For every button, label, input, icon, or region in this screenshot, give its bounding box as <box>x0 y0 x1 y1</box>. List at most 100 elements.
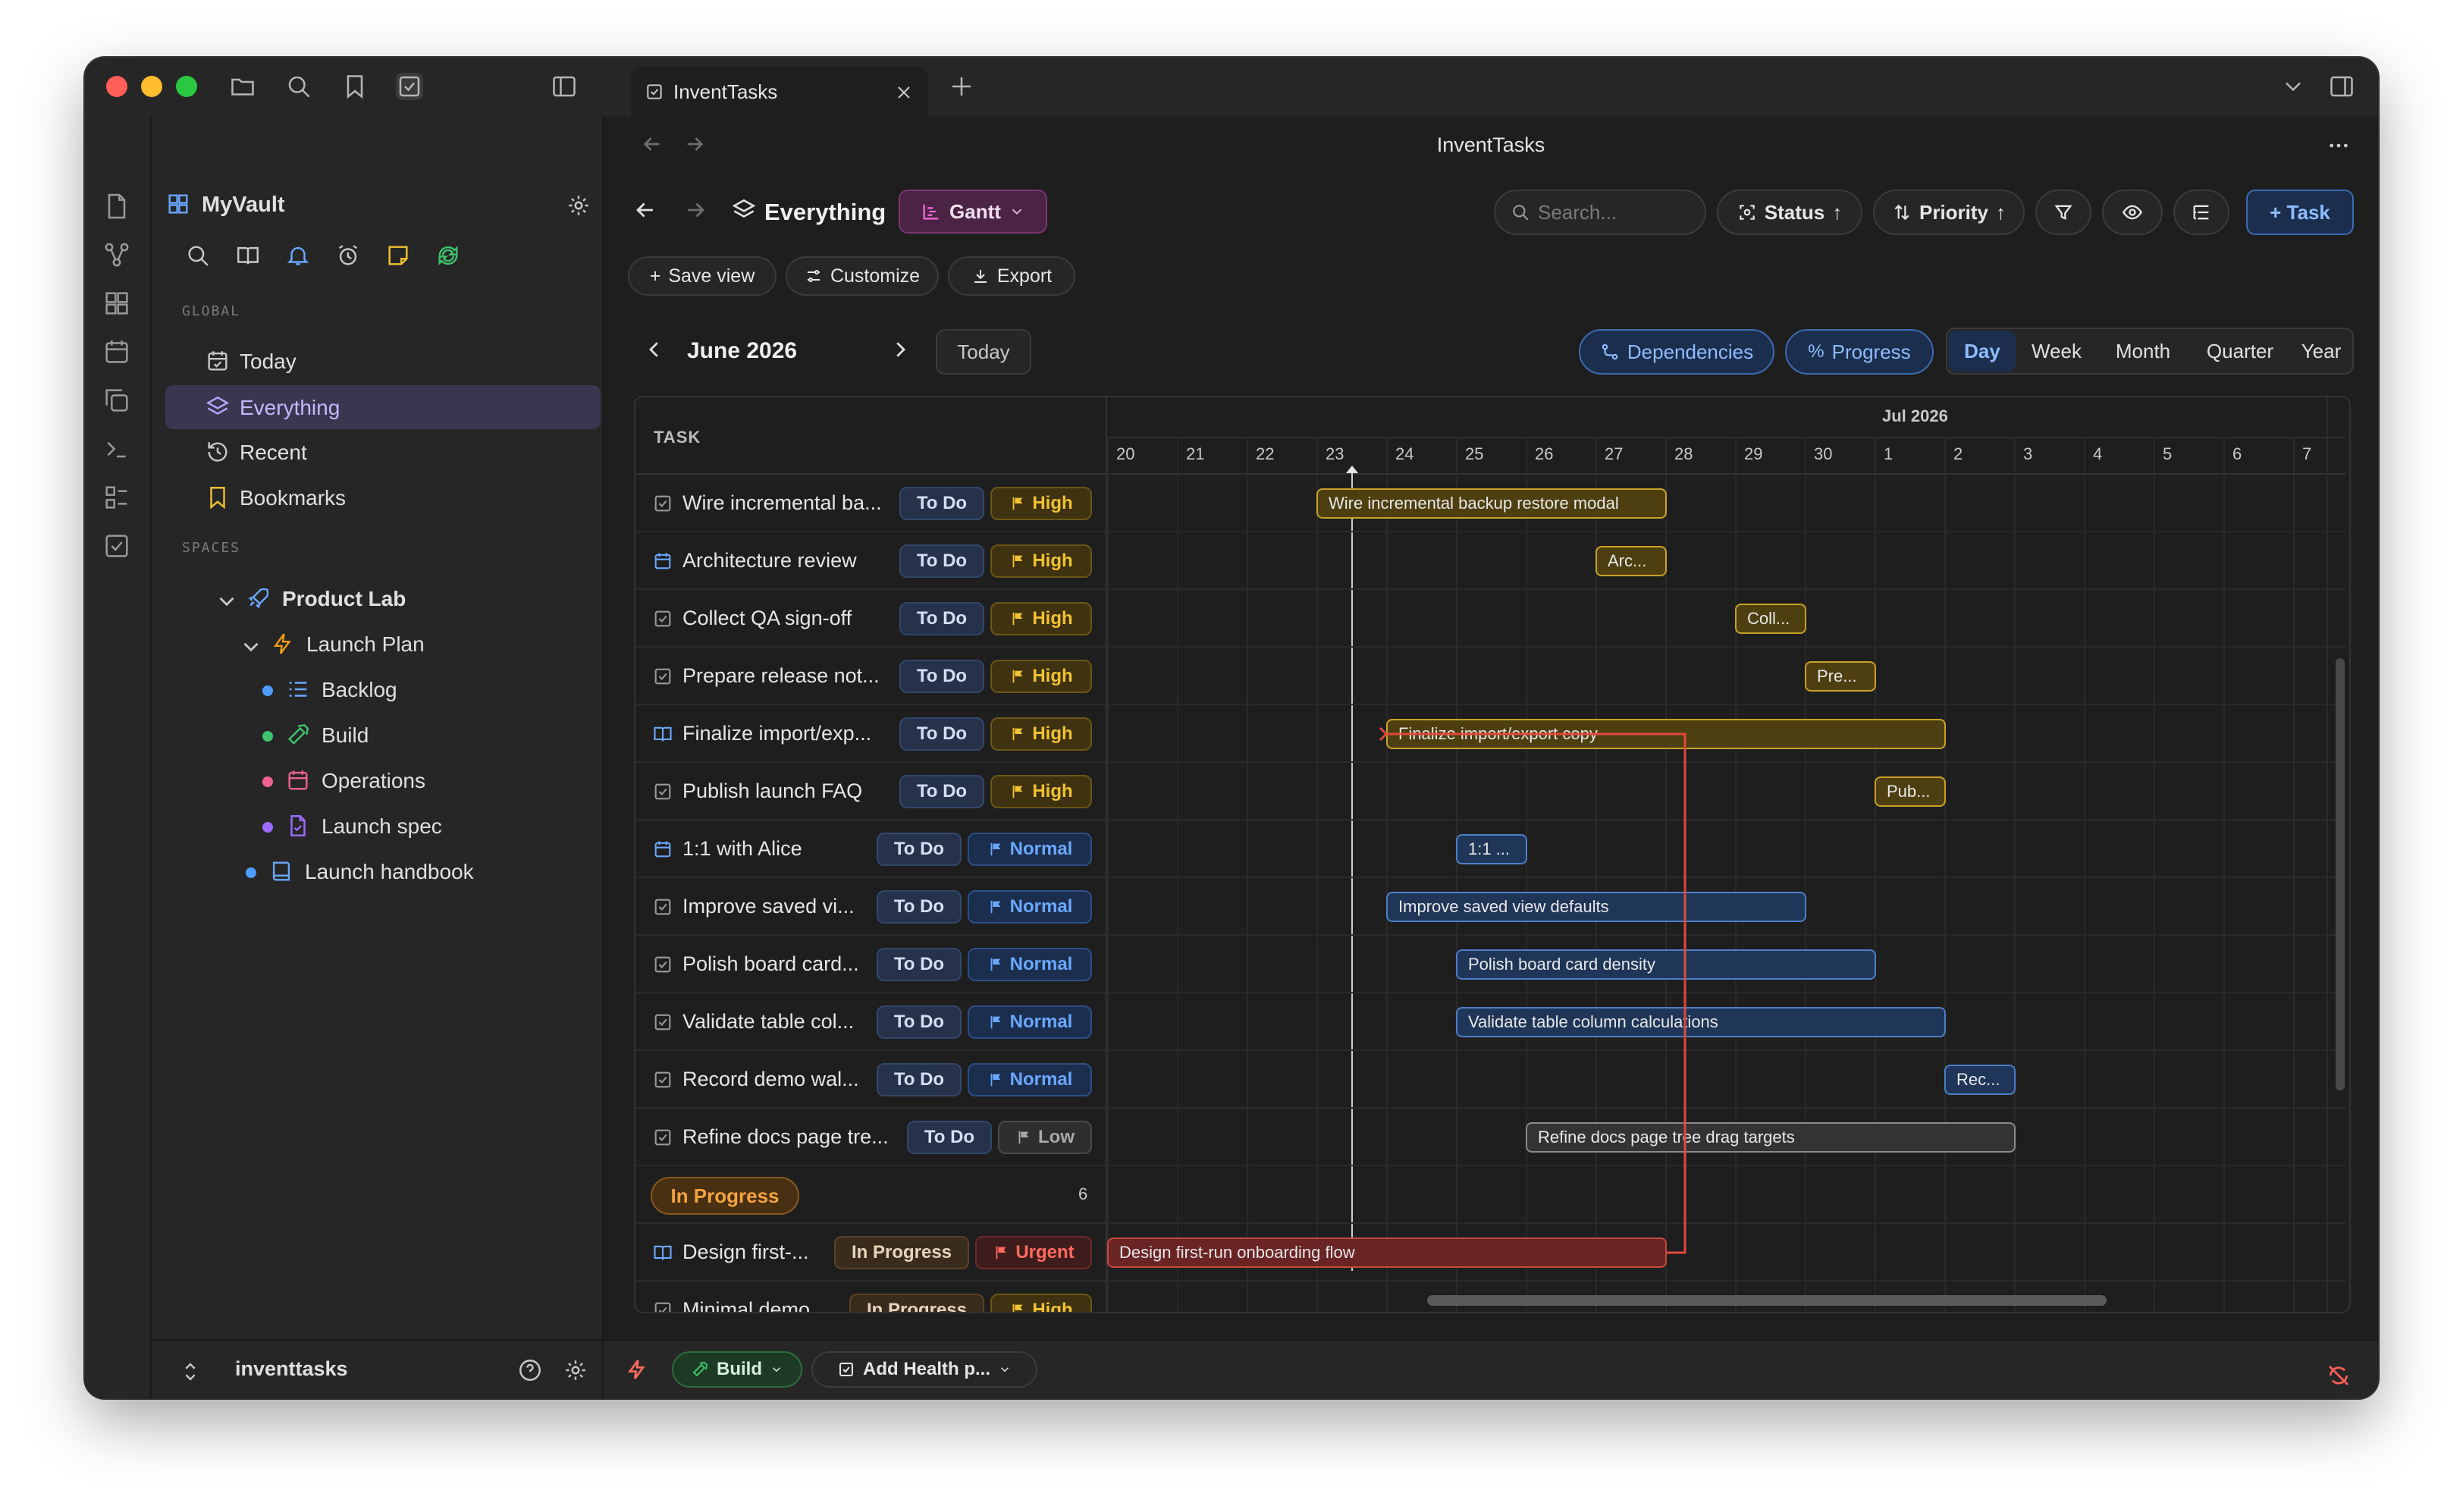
book-open-icon[interactable] <box>235 243 261 268</box>
toggle-sidebar-icon[interactable] <box>551 73 578 100</box>
tree-item-launch-spec[interactable]: Launch spec 2 <box>152 805 623 848</box>
vault-name[interactable]: MyVault <box>202 193 285 217</box>
sidebar-item-everything[interactable]: Everything <box>165 385 601 429</box>
prev-month-icon[interactable] <box>643 338 666 361</box>
scale-week[interactable]: Week <box>2032 339 2082 362</box>
task-name[interactable]: Improve saved vi... <box>682 895 855 918</box>
tree-item-launch-plan[interactable]: Launch Plan <box>152 623 602 666</box>
checklist-icon[interactable] <box>102 482 132 513</box>
terminal-icon[interactable] <box>102 434 132 464</box>
gantt-bar[interactable]: Finalize import/export copy <box>1386 719 1946 749</box>
table-row[interactable]: Collect QA sign-off To Do High Coll... <box>635 590 2346 648</box>
today-button[interactable]: Today <box>936 329 1031 375</box>
task-name[interactable]: Prepare release not... <box>682 664 880 687</box>
dependencies-toggle[interactable]: Dependencies <box>1579 329 1774 375</box>
back-icon[interactable] <box>632 197 658 223</box>
task-name[interactable]: 1:1 with Alice <box>682 837 802 860</box>
progress-toggle[interactable]: % Progress <box>1785 329 1934 375</box>
search-box[interactable]: Search... <box>1494 190 1706 235</box>
sort-priority-button[interactable]: Priority ↑ <box>1873 190 2025 235</box>
table-row[interactable]: Design first-... In Progress Urgent Design … <box>635 1224 2346 1281</box>
tree-item-launch-handbook[interactable]: Launch handbook 4 <box>152 851 623 893</box>
gantt-bar[interactable]: Design first-run onboarding flow <box>1107 1238 1667 1268</box>
bell-icon[interactable] <box>285 243 311 268</box>
task-name[interactable]: Wire incremental ba... <box>682 491 882 514</box>
view-type-dropdown[interactable]: Gantt <box>899 190 1047 234</box>
tree-item-operations[interactable]: Operations 10 <box>152 760 622 802</box>
close-window-button[interactable] <box>106 76 127 97</box>
table-row[interactable]: Polish board card... To Do Normal Polish bo… <box>635 936 2346 993</box>
status-badge[interactable]: To Do <box>899 775 984 808</box>
table-row[interactable]: 1:1 with Alice To Do Normal 1:1 ... <box>635 820 2346 878</box>
status-badge[interactable]: To Do <box>877 890 962 924</box>
table-row[interactable]: Architecture review To Do High Arc... <box>635 532 2346 590</box>
task-name[interactable]: Validate table col... <box>682 1010 855 1033</box>
note-icon[interactable] <box>385 243 411 268</box>
minimize-window-button[interactable] <box>141 76 162 97</box>
priority-badge[interactable]: Normal <box>968 948 1092 981</box>
bolt-icon[interactable] <box>625 1357 649 1382</box>
task-name[interactable]: Polish board card... <box>682 952 859 975</box>
table-row[interactable]: Publish launch FAQ To Do High Pub... <box>635 763 2346 820</box>
gantt-bar[interactable]: Wire incremental backup restore modal <box>1316 488 1667 519</box>
task-name[interactable]: Design first-... <box>682 1241 809 1263</box>
gear-icon[interactable] <box>563 1357 588 1383</box>
task-name[interactable]: Refine docs page tre... <box>682 1125 889 1148</box>
status-badge[interactable]: To Do <box>877 1063 962 1096</box>
sidebar-item-recent[interactable]: Recent <box>165 431 601 473</box>
right-sidebar-icon[interactable] <box>2328 73 2355 100</box>
forward-icon[interactable] <box>682 132 707 156</box>
customize-button[interactable]: Customize <box>786 256 939 296</box>
status-badge[interactable]: To Do <box>907 1121 992 1154</box>
vault-switcher-icon[interactable] <box>177 1359 199 1381</box>
table-row[interactable]: Improve saved vi... To Do Normal Improve sa… <box>635 878 2346 936</box>
group-button[interactable] <box>2173 190 2229 235</box>
gantt-bar[interactable]: Improve saved view defaults <box>1386 892 1806 922</box>
priority-badge[interactable]: Normal <box>968 1005 1092 1039</box>
group-label[interactable]: In Progress <box>651 1177 799 1215</box>
tasks-icon[interactable] <box>396 73 423 100</box>
visibility-button[interactable] <box>2102 190 2163 235</box>
table-row[interactable]: Record demo wal... To Do Normal Rec... <box>635 1051 2346 1109</box>
status-badge[interactable]: In Progress <box>834 1236 969 1269</box>
forward-icon[interactable] <box>682 197 708 223</box>
priority-badge[interactable]: High <box>990 602 1092 635</box>
filter-button[interactable] <box>2035 190 2091 235</box>
grid-icon[interactable] <box>102 288 132 318</box>
gantt-bar[interactable]: Rec... <box>1944 1065 2016 1095</box>
status-badge[interactable]: To Do <box>899 544 984 578</box>
task-name[interactable]: Record demo wal... <box>682 1068 859 1090</box>
export-button[interactable]: Export <box>948 256 1075 296</box>
help-icon[interactable] <box>517 1357 543 1383</box>
status-badge[interactable]: To Do <box>877 833 962 866</box>
vault-switcher[interactable]: inventtasks <box>235 1357 348 1380</box>
copy-icon[interactable] <box>102 385 132 416</box>
task-name[interactable]: Architecture review <box>682 549 857 572</box>
graph-icon[interactable] <box>102 240 132 270</box>
priority-badge[interactable]: High <box>990 717 1092 751</box>
status-badge[interactable]: To Do <box>877 948 962 981</box>
group-header-row[interactable]: In Progress 6 <box>635 1166 2346 1224</box>
sidebar-item-bookmarks[interactable]: Bookmarks <box>165 476 601 519</box>
gear-icon[interactable] <box>566 193 591 218</box>
file-icon[interactable] <box>102 191 132 221</box>
gantt-bar[interactable]: Arc... <box>1595 546 1667 576</box>
chevron-down-icon[interactable] <box>2279 73 2307 100</box>
tree-item-backlog[interactable]: Backlog 8 <box>152 669 623 711</box>
status-badge[interactable]: To Do <box>899 602 984 635</box>
table-row[interactable]: Finalize import/exp... To Do High Finalize … <box>635 705 2346 763</box>
gantt-bar[interactable]: 1:1 ... <box>1456 834 1527 864</box>
next-month-icon[interactable] <box>889 338 911 361</box>
priority-badge[interactable]: High <box>990 775 1092 808</box>
status-badge[interactable]: To Do <box>899 660 984 693</box>
priority-badge[interactable]: Normal <box>968 833 1092 866</box>
priority-badge[interactable]: Urgent <box>975 1236 1092 1269</box>
back-icon[interactable] <box>640 132 664 156</box>
table-row[interactable]: Wire incremental ba... To Do High Wire incr… <box>635 475 2346 532</box>
gantt-bar[interactable]: Coll... <box>1735 604 1806 634</box>
calendar-icon[interactable] <box>102 337 132 367</box>
chevron-down-icon[interactable] <box>214 588 234 608</box>
gantt-bar[interactable]: Polish board card density <box>1456 949 1876 980</box>
sync-off-icon[interactable] <box>2327 1363 2351 1388</box>
vertical-scrollbar[interactable] <box>2336 658 2345 1090</box>
